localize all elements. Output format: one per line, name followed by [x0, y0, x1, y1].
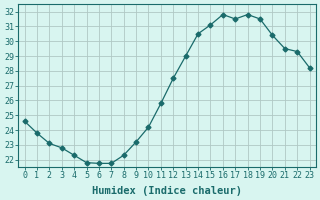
X-axis label: Humidex (Indice chaleur): Humidex (Indice chaleur): [92, 186, 242, 196]
